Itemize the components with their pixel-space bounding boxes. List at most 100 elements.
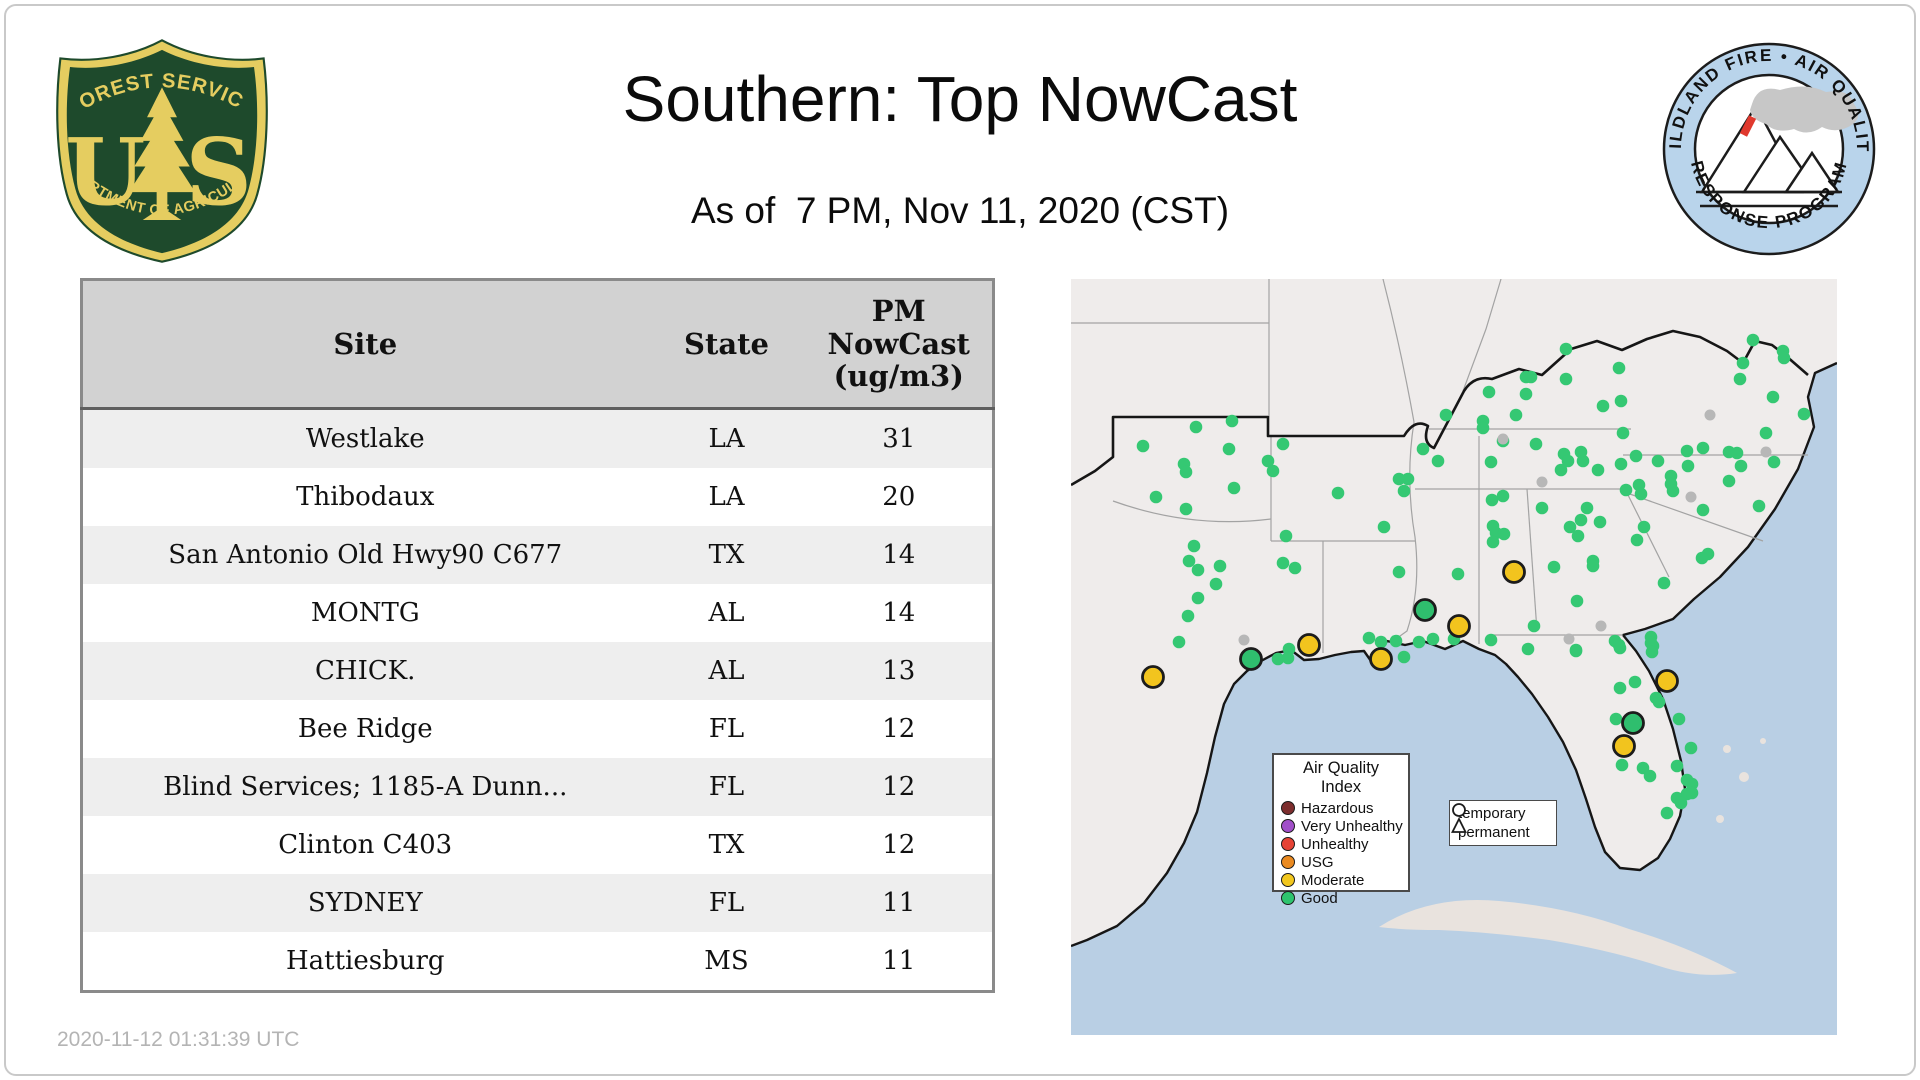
legend-dot-icon bbox=[1281, 891, 1295, 905]
top-site-marker-moderate bbox=[1297, 633, 1321, 657]
site-dot-inactive bbox=[1760, 446, 1772, 458]
site-dot-good bbox=[1612, 638, 1626, 652]
site-dot-good bbox=[1374, 635, 1388, 649]
wfaqrp-logo-icon: WILDLAND FIRE • AIR QUALITY RESPONSE PRO… bbox=[1651, 25, 1876, 256]
site-dot-good bbox=[1519, 387, 1533, 401]
value-cell: 11 bbox=[805, 874, 994, 932]
site-dot-good bbox=[1331, 486, 1345, 500]
site-dot-good bbox=[1643, 769, 1657, 783]
state-cell: MS bbox=[647, 932, 806, 992]
value-cell: 12 bbox=[805, 758, 994, 816]
site-dot-good bbox=[1613, 681, 1627, 695]
site-dot-good bbox=[1261, 454, 1275, 468]
site-dot-good bbox=[1652, 695, 1666, 709]
map-region-border bbox=[1071, 329, 1809, 487]
usfs-logo: FOREST SERVICE U S DEPARTMENT OF AGRICUL… bbox=[48, 19, 269, 266]
site-dot-inactive bbox=[1595, 620, 1607, 632]
table-header-row: Site State PM NowCast (ug/m3) bbox=[81, 279, 994, 410]
site-dot-good bbox=[1630, 533, 1644, 547]
site-dot-good bbox=[1392, 565, 1406, 579]
marker-shapes-icon bbox=[1451, 803, 1467, 833]
site-dot-good bbox=[1281, 651, 1295, 665]
map-dots-small bbox=[1136, 333, 1811, 820]
site-dot-good bbox=[1179, 502, 1193, 516]
site-dot-good bbox=[1614, 457, 1628, 471]
table-row: Hattiesburg MS 11 bbox=[81, 932, 994, 992]
site-dot-good bbox=[1397, 484, 1411, 498]
legend-label: Hazardous bbox=[1301, 799, 1374, 817]
site-dot-good bbox=[1535, 501, 1549, 515]
site-dot-good bbox=[1191, 591, 1205, 605]
value-cell: 20 bbox=[805, 468, 994, 526]
legend-dot-icon bbox=[1281, 837, 1295, 851]
site-dot-good bbox=[1722, 474, 1736, 488]
top-site-marker-moderate bbox=[1141, 665, 1165, 689]
top-site-marker-moderate bbox=[1612, 734, 1636, 758]
legend-label: USG bbox=[1301, 853, 1334, 871]
site-cell: Clinton C403 bbox=[81, 816, 648, 874]
site-dot-good bbox=[1666, 484, 1680, 498]
site-dot-inactive bbox=[1497, 433, 1509, 445]
site-dot-good bbox=[1547, 560, 1561, 574]
usfs-tree-icon bbox=[128, 87, 196, 220]
site-dot-good bbox=[1527, 619, 1541, 633]
site-dot-good bbox=[1674, 796, 1688, 810]
site-dot-good bbox=[1570, 594, 1584, 608]
value-cell: 12 bbox=[805, 700, 994, 758]
site-dot-good bbox=[1209, 577, 1223, 591]
usfs-shield-icon: FOREST SERVICE U S DEPARTMENT OF AGRICUL… bbox=[48, 19, 268, 263]
state-cell: FL bbox=[647, 700, 806, 758]
legend-label: Unhealthy bbox=[1301, 835, 1369, 853]
mountains-icon bbox=[1696, 103, 1842, 208]
legend-items: Hazardous Very Unhealthy Unhealthy USG Moder… bbox=[1281, 799, 1403, 907]
site-dot-good bbox=[1431, 454, 1445, 468]
site-dot-good bbox=[1179, 465, 1193, 479]
site-dot-good bbox=[1416, 442, 1430, 456]
value-cell: 31 bbox=[805, 408, 994, 468]
site-dot-good bbox=[1591, 463, 1605, 477]
top-site-marker-good bbox=[1413, 598, 1437, 622]
column-header-site: Site bbox=[81, 279, 648, 410]
state-cell: TX bbox=[647, 526, 806, 584]
site-dot-good bbox=[1149, 490, 1163, 504]
site-dot-good bbox=[1628, 675, 1642, 689]
site-cell: Bee Ridge bbox=[81, 700, 648, 758]
page-subtitle: As of 7 PM, Nov 11, 2020 (CST) bbox=[690, 190, 1230, 231]
site-dot-inactive bbox=[1704, 409, 1716, 421]
site-dot-good bbox=[1696, 441, 1710, 455]
table-row: Thibodaux LA 20 bbox=[81, 468, 994, 526]
flame-icon bbox=[1739, 115, 1757, 137]
site-dot-good bbox=[1227, 481, 1241, 495]
site-dot-good bbox=[1524, 370, 1538, 384]
value-cell: 14 bbox=[805, 584, 994, 642]
site-dot-good bbox=[1759, 426, 1773, 440]
site-dot-good bbox=[1696, 503, 1710, 517]
table-row: San Antonio Old Hwy90 C677 TX 14 bbox=[81, 526, 994, 584]
table-row: Blind Services; 1185-A Dunn... FL 12 bbox=[81, 758, 994, 816]
site-dot-good bbox=[1225, 414, 1239, 428]
site-dot-good bbox=[1181, 609, 1195, 623]
site-dot-good bbox=[1559, 372, 1573, 386]
site-dot-good bbox=[1596, 399, 1610, 413]
site-dot-good bbox=[1680, 444, 1694, 458]
site-dot-good bbox=[1695, 551, 1709, 565]
site-dot-good bbox=[1271, 652, 1285, 666]
state-cell: TX bbox=[647, 816, 806, 874]
site-dot-good bbox=[1580, 501, 1594, 515]
site-cell: San Antonio Old Hwy90 C677 bbox=[81, 526, 648, 584]
table-row: Westlake LA 31 bbox=[81, 408, 994, 468]
top-site-marker-good bbox=[1239, 647, 1263, 671]
legend-label: Very Unhealthy bbox=[1301, 817, 1403, 835]
column-header-pm-nowcast: PM NowCast (ug/m3) bbox=[805, 279, 994, 410]
site-dot-good bbox=[1496, 489, 1510, 503]
generated-timestamp: 2020-11-12 01:31:39 UTC bbox=[57, 1028, 300, 1051]
site-dot-good bbox=[1569, 643, 1583, 657]
table-row: SYDNEY FL 11 bbox=[81, 874, 994, 932]
site-cell: Thibodaux bbox=[81, 468, 648, 526]
site-dot-good bbox=[1362, 631, 1376, 645]
top-site-marker-moderate bbox=[1447, 614, 1471, 638]
table-body: Westlake LA 31 Thibodaux LA 20 San Antonio Old… bbox=[81, 408, 994, 992]
state-cell: AL bbox=[647, 584, 806, 642]
site-dot-good bbox=[1486, 535, 1500, 549]
